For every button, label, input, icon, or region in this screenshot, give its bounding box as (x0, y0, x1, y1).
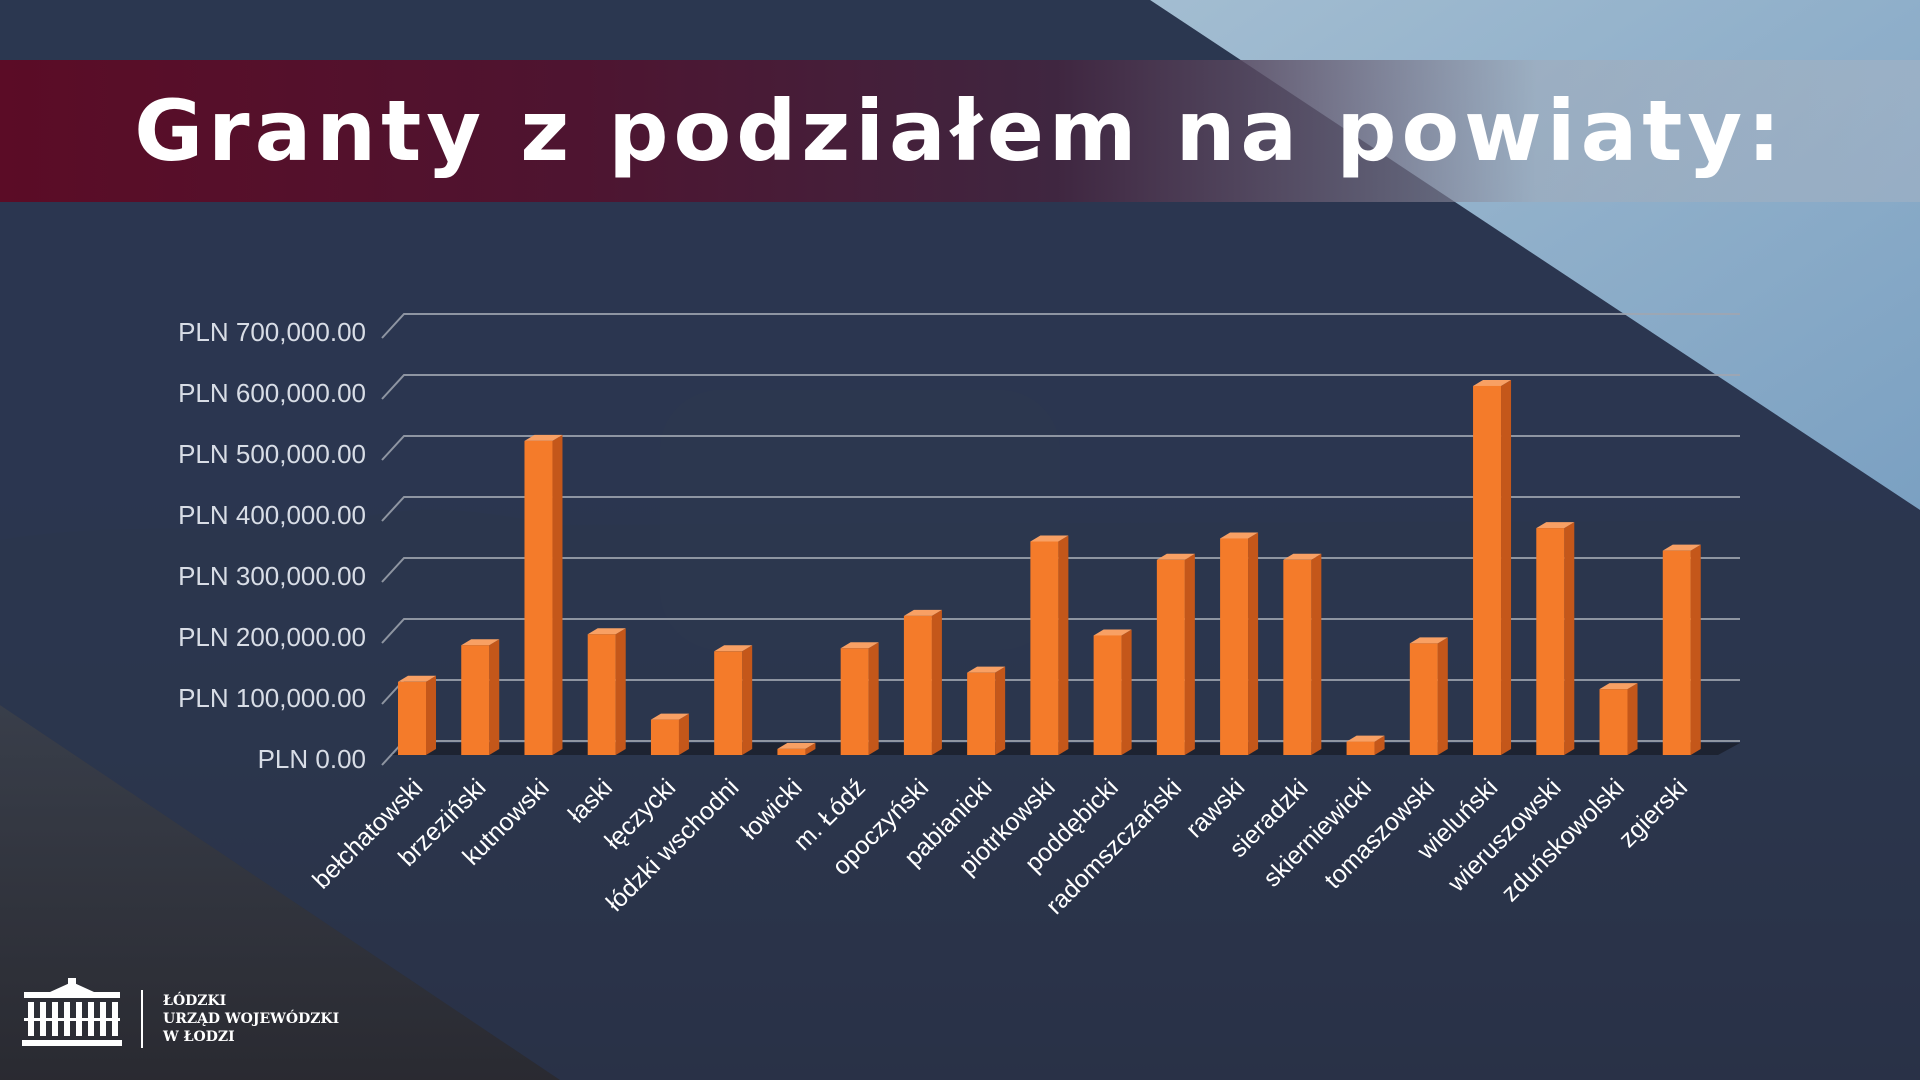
bar-top (1536, 522, 1575, 529)
bar-top (777, 742, 816, 749)
slide-title: Granty z podziałem na powiaty: (134, 82, 1786, 180)
bar-top (714, 645, 753, 652)
y-tick-label: PLN 400,000.00 (178, 500, 366, 530)
bar-top (1093, 629, 1132, 636)
bar-top (587, 628, 626, 635)
gridline (381, 313, 1740, 339)
bar-top (524, 434, 563, 441)
bar-side (552, 434, 563, 755)
y-tick-label: PLN 100,000.00 (178, 683, 366, 713)
bar (650, 719, 679, 755)
bar-top (1662, 544, 1701, 551)
bar-side (1184, 553, 1195, 755)
bar-side (1564, 522, 1575, 755)
bar-side (995, 666, 1006, 755)
y-tick-label: PLN 0.00 (258, 744, 366, 774)
title-band (0, 60, 1920, 202)
bar (1473, 385, 1502, 755)
bar-top (1473, 379, 1512, 386)
y-tick-label: PLN 600,000.00 (178, 378, 366, 408)
building-logo-icon (22, 978, 122, 1046)
bar-top (650, 713, 689, 720)
bar-top (1220, 532, 1259, 539)
bar (967, 672, 996, 755)
bar-top (1156, 553, 1195, 560)
bar (1536, 528, 1565, 755)
bar-side (489, 639, 500, 755)
y-tick-label: PLN 200,000.00 (178, 622, 366, 652)
bar-side (805, 742, 816, 755)
bar (1662, 550, 1691, 755)
bar (1030, 541, 1059, 755)
bar-top (1030, 535, 1069, 542)
bar-side (678, 713, 689, 755)
bar-top (1283, 553, 1322, 560)
logo-divider (141, 990, 143, 1048)
bar (1156, 559, 1185, 755)
bar-side (426, 675, 436, 755)
bar-side (615, 628, 626, 755)
bar-side (1058, 535, 1069, 755)
y-tick-label: PLN 500,000.00 (178, 439, 366, 469)
bar (840, 648, 869, 755)
bar (461, 645, 490, 755)
bar-side (742, 645, 753, 755)
bar-top (903, 609, 942, 616)
bar-top (1346, 735, 1385, 742)
bar-top (461, 639, 500, 646)
bar-top (1599, 683, 1638, 690)
logo-text: ŁÓDZKI URZĄD WOJEWÓDZKI W ŁODZI (163, 992, 339, 1046)
logo-line-3: W ŁODZI (163, 1029, 235, 1045)
bar (903, 615, 932, 755)
bar-side (1501, 379, 1512, 755)
bar (524, 440, 553, 755)
bar (587, 634, 616, 755)
bar-top (1409, 637, 1448, 644)
bar (1346, 741, 1375, 755)
bar-side (931, 609, 942, 755)
bar-side (1627, 683, 1638, 755)
bar-side (1248, 532, 1259, 755)
bar (1220, 538, 1249, 755)
bar-side (1121, 629, 1132, 755)
bar-top (967, 666, 1006, 673)
bar (1599, 689, 1628, 755)
gridline (381, 435, 1740, 461)
bar (1409, 643, 1438, 755)
bar-side (1311, 553, 1322, 755)
logo-line-1: ŁÓDZKI (163, 993, 227, 1009)
bar-side (1374, 735, 1385, 755)
bar-top (398, 675, 436, 682)
gridline (381, 496, 1740, 522)
y-tick-label: PLN 700,000.00 (178, 317, 366, 347)
bar (398, 681, 426, 755)
bar-top (840, 642, 879, 649)
bar (1283, 559, 1312, 755)
bar (1093, 635, 1122, 755)
bar-side (1690, 544, 1701, 755)
bar-side (868, 642, 879, 755)
bar (714, 651, 743, 755)
logo-line-2: URZĄD WOJEWÓDZKI (163, 1011, 340, 1027)
bar-side (1437, 637, 1448, 755)
x-tick-label: zgierski (1613, 773, 1693, 853)
y-tick-label: PLN 300,000.00 (178, 561, 366, 591)
x-tick-label: łaski (563, 773, 618, 828)
gridline (381, 374, 1740, 400)
bar (777, 748, 806, 755)
